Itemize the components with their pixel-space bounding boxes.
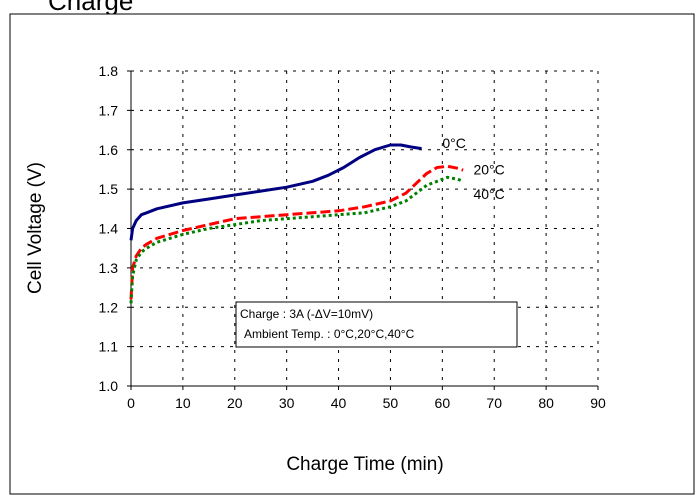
x-tick-label: 70 <box>486 395 502 411</box>
series-line-1 <box>129 164 464 300</box>
x-tick-label: 0 <box>127 395 135 411</box>
y-tick-label: 1.8 <box>99 63 119 79</box>
y-tick-label: 1.2 <box>99 299 119 315</box>
x-tick-label: 30 <box>279 395 295 411</box>
series-label-2: 40°C <box>473 186 504 202</box>
series-label-1: 20°C <box>473 161 504 177</box>
annotation-line-2: Ambient Temp. : 0°C,20°C,40°C <box>244 327 415 341</box>
x-tick-label: 20 <box>227 395 243 411</box>
y-tick-label: 1.6 <box>99 142 119 158</box>
y-tick-label: 1.3 <box>99 260 119 276</box>
y-tick-label: 1.0 <box>99 378 119 394</box>
annotation-box: Charge : 3A (-ΔV=10mV) Ambient Temp. : 0… <box>235 301 518 348</box>
series-line-2 <box>129 175 464 304</box>
x-tick-label: 60 <box>435 395 451 411</box>
x-tick-label: 90 <box>590 395 606 411</box>
series-label-0: 0°C <box>442 135 466 151</box>
series-labels: 0°C 20°C 40°C <box>442 135 504 202</box>
y-axis-title: Cell Voltage (V) <box>25 162 46 294</box>
series-group <box>129 143 464 304</box>
annotation-frame <box>235 301 518 348</box>
x-tick-label: 50 <box>383 395 399 411</box>
axis-ticks: 0 10 20 30 40 50 60 70 80 90 1.0 1.1 1.2 1.3 1.4 1.5 1.6… <box>99 63 606 411</box>
x-axis-title: Charge Time (min) <box>286 454 443 475</box>
y-tick-label: 1.7 <box>99 102 119 118</box>
series-line-0 <box>129 143 422 241</box>
x-tick-label: 40 <box>331 395 347 411</box>
annotation-line-1: Charge : 3A (-ΔV=10mV) <box>240 307 373 321</box>
y-tick-label: 1.5 <box>99 181 119 197</box>
y-tick-label: 1.1 <box>99 339 119 355</box>
x-tick-label: 10 <box>175 395 191 411</box>
page-title-partial: Charge <box>48 0 133 16</box>
y-tick-label: 1.4 <box>99 221 119 237</box>
x-tick-label: 80 <box>538 395 554 411</box>
